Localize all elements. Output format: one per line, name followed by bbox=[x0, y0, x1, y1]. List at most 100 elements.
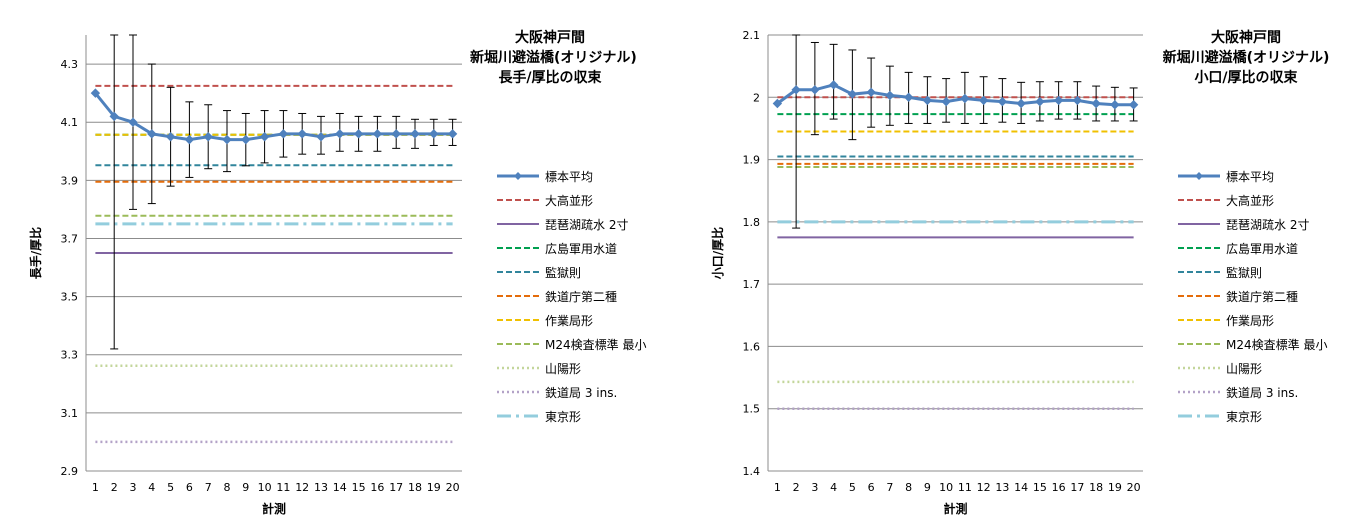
x-tick-label: 10 bbox=[258, 481, 272, 494]
data-point bbox=[1053, 95, 1064, 106]
legend-item: 標本平均 bbox=[495, 164, 646, 188]
x-tick-label: 9 bbox=[924, 481, 931, 494]
x-tick-label: 6 bbox=[186, 481, 193, 494]
x-tick-label: 17 bbox=[389, 481, 403, 494]
legend-swatch-marker bbox=[1195, 172, 1203, 180]
data-point bbox=[997, 96, 1008, 107]
data-point bbox=[847, 89, 858, 99]
data-point bbox=[316, 132, 326, 142]
data-point bbox=[353, 129, 364, 139]
data-point bbox=[866, 87, 876, 98]
legend-item: 琵琶湖疏水 2寸 bbox=[1176, 212, 1327, 236]
legend-item: 広島軍用水道 bbox=[495, 236, 646, 260]
legend-item: M24検査標準 最小 bbox=[1176, 332, 1327, 356]
legend-label: 監獄則 bbox=[1226, 265, 1263, 280]
data-point bbox=[222, 134, 232, 145]
x-tick-label: 19 bbox=[1108, 481, 1122, 494]
legend-swatch bbox=[1178, 271, 1220, 273]
x-tick-label: 12 bbox=[295, 481, 309, 494]
data-point bbox=[259, 132, 270, 142]
y-tick-label: 1.6 bbox=[743, 340, 761, 353]
legend-item: 監獄則 bbox=[1176, 260, 1327, 284]
legend-swatch bbox=[1178, 319, 1220, 321]
x-tick-label: 1 bbox=[92, 481, 99, 494]
data-point bbox=[1110, 100, 1120, 110]
y-tick-label: 3.9 bbox=[61, 174, 79, 187]
x-tick-label: 5 bbox=[167, 481, 174, 494]
data-point bbox=[128, 117, 138, 127]
legend-swatch bbox=[1178, 390, 1220, 394]
data-point bbox=[372, 129, 383, 139]
x-tick-label: 14 bbox=[1014, 481, 1028, 494]
x-tick-label: 2 bbox=[793, 481, 800, 494]
x-tick-label: 18 bbox=[1089, 481, 1103, 494]
x-tick-label: 16 bbox=[1052, 481, 1066, 494]
chart-panel-aspect: 2.9 3.1 3.3 3.5 3.7 3.9 4.1 4.3 1 2 3 4 5 6 7 8 9 10 11 12 1… bbox=[28, 28, 646, 516]
legend-label: 琵琶湖疏水 2寸 bbox=[545, 217, 629, 232]
legend-item: 鉄道庁第二種 bbox=[495, 284, 646, 308]
legend-item: 山陽形 bbox=[1176, 356, 1327, 380]
legend-label: 鉄道庁第二種 bbox=[1226, 289, 1299, 304]
legend-label: 山陽形 bbox=[1226, 361, 1263, 376]
legend-swatch bbox=[497, 390, 539, 394]
legend-swatch bbox=[1178, 172, 1220, 180]
x-tick-label: 3 bbox=[130, 481, 137, 494]
legend-swatch bbox=[1178, 247, 1220, 249]
data-point bbox=[791, 85, 801, 95]
legend-swatch bbox=[497, 172, 539, 180]
x-tick-label: 17 bbox=[1070, 481, 1084, 494]
legend-swatch bbox=[497, 271, 539, 273]
legend-swatch bbox=[497, 319, 539, 321]
legend-item: 大高並形 bbox=[1176, 188, 1327, 212]
x-tick-label: 3 bbox=[811, 481, 818, 494]
y-axis-label: 小口/厚比 bbox=[710, 227, 725, 279]
legend-label: 作業局形 bbox=[545, 313, 594, 328]
y-tick-label: 1.7 bbox=[743, 278, 761, 291]
data-point bbox=[335, 129, 345, 139]
x-tick-label: 4 bbox=[148, 481, 155, 494]
chart-title: 大阪神戸間 新堀川避溢橋(オリジナル) 長手/厚比の収束 bbox=[470, 28, 637, 88]
data-point bbox=[90, 88, 101, 98]
x-tick-label: 7 bbox=[205, 481, 212, 494]
legend-item: 鉄道庁第二種 bbox=[1176, 284, 1327, 308]
x-tick-label: 15 bbox=[1033, 481, 1047, 494]
chart-title-line-3: 小口/厚比の収束 bbox=[1194, 70, 1298, 86]
legend-swatch-marker bbox=[514, 172, 522, 180]
legend-swatch bbox=[1178, 366, 1220, 370]
legend-swatch bbox=[1178, 295, 1220, 297]
data-point bbox=[1072, 95, 1083, 106]
chart-title: 大阪神戸間 新堀川避溢橋(オリジナル) 小口/厚比の収束 bbox=[1161, 28, 1331, 88]
legend-item: 東京形 bbox=[1176, 404, 1327, 428]
legend-label: 大高並形 bbox=[545, 193, 594, 208]
x-tick-label: 18 bbox=[408, 481, 422, 494]
data-point bbox=[810, 85, 820, 95]
legend-item: 琵琶湖疏水 2寸 bbox=[495, 212, 646, 236]
chart-legend: 標本平均 大高並形 琵琶湖疏水 2寸 広島軍用水道 監獄則 鉄道庁第二種 作業局形 M24検査… bbox=[495, 164, 646, 428]
chart-title-line-1: 大阪神戸間 bbox=[1211, 30, 1281, 46]
y-tick-label: 4.3 bbox=[61, 58, 79, 71]
x-tick-label: 13 bbox=[314, 481, 328, 494]
data-point bbox=[109, 111, 119, 122]
y-tick-label: 2.1 bbox=[743, 29, 761, 42]
data-point bbox=[447, 129, 458, 139]
legend-swatch bbox=[1178, 343, 1220, 345]
legend-label: 標本平均 bbox=[545, 169, 594, 184]
legend-swatch bbox=[1178, 199, 1220, 201]
y-tick-label: 3.3 bbox=[61, 349, 79, 362]
x-tick-label: 11 bbox=[958, 481, 972, 494]
legend-item: 鉄道局 3 ins. bbox=[495, 380, 646, 404]
legend-swatch bbox=[1178, 414, 1220, 418]
y-tick-label: 4.1 bbox=[61, 116, 79, 129]
legend-item: 作業局形 bbox=[495, 308, 646, 332]
x-tick-label: 10 bbox=[939, 481, 953, 494]
x-tick-label: 12 bbox=[977, 481, 991, 494]
y-tick-label: 2.9 bbox=[61, 465, 79, 478]
chart-plot: 2.93.13.33.53.73.94.14.31 2 3 4 5 6 7 8 9 10 11 12 1… bbox=[28, 34, 462, 516]
data-point bbox=[978, 95, 989, 106]
x-tick-label: 11 bbox=[276, 481, 290, 494]
legend-item: 広島軍用水道 bbox=[1176, 236, 1327, 260]
legend-label: 広島軍用水道 bbox=[545, 241, 618, 256]
x-tick-label: 15 bbox=[352, 481, 366, 494]
y-axis-label: 長手/厚比 bbox=[28, 227, 43, 279]
legend-swatch bbox=[497, 247, 539, 249]
